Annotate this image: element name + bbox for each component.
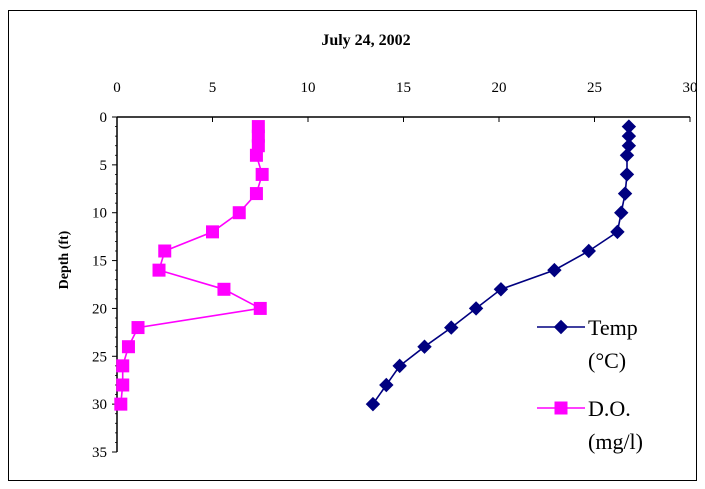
- data-point: [206, 225, 219, 239]
- x-tick-label: 30: [683, 80, 698, 96]
- legend-label: (mg/l): [588, 429, 643, 454]
- y-tick-label: 15: [92, 254, 107, 270]
- legend-label: (°C): [588, 348, 626, 373]
- x-tick-label: 15: [396, 80, 411, 96]
- data-point: [392, 358, 407, 374]
- data-point: [116, 359, 130, 373]
- y-tick-label: 5: [100, 158, 108, 174]
- y-tick-label: 25: [92, 349, 107, 365]
- series-do: [114, 120, 269, 411]
- x-tick-label: 5: [209, 80, 217, 96]
- data-point: [619, 148, 635, 163]
- data-point: [614, 205, 629, 220]
- data-point: [468, 301, 484, 316]
- data-point: [619, 167, 635, 182]
- x-tick-label: 20: [492, 80, 507, 96]
- data-point: [217, 282, 231, 296]
- legend: Temp (°C) D.O. (mg/l): [537, 315, 643, 454]
- data-point: [152, 263, 166, 277]
- data-point: [158, 244, 172, 258]
- data-point: [444, 320, 459, 335]
- x-tick-label: 10: [301, 80, 316, 96]
- y-tick-label: 0: [100, 110, 108, 126]
- data-point: [617, 186, 633, 201]
- data-point: [253, 301, 267, 315]
- data-point: [379, 377, 394, 393]
- data-point: [121, 340, 135, 354]
- data-point: [255, 167, 269, 181]
- chart-title: July 24, 2002: [321, 32, 410, 49]
- legend-entry-temp: Temp (°C): [537, 315, 638, 373]
- series-temp: [365, 119, 637, 412]
- data-point: [249, 187, 263, 201]
- data-point: [114, 397, 128, 411]
- x-tick-label: 25: [587, 80, 602, 96]
- x-tick-label: 0: [113, 80, 121, 96]
- legend-marker: [553, 319, 569, 335]
- data-point: [131, 321, 145, 335]
- axes: 0 5 10 15 20 25 30 0 5 10 15 20 25 30 35: [92, 80, 698, 461]
- y-tick-label: 30: [92, 397, 107, 413]
- legend-label: Temp: [588, 315, 638, 340]
- data-point: [249, 148, 263, 162]
- y-tick-label: 10: [92, 206, 107, 222]
- data-point: [365, 396, 381, 412]
- data-point: [610, 224, 625, 240]
- data-point: [116, 378, 130, 392]
- legend-entry-do: D.O. (mg/l): [537, 396, 643, 454]
- series-layer: [114, 119, 637, 412]
- y-axis-title: Depth (ft): [57, 230, 72, 289]
- data-point: [547, 262, 562, 278]
- series-line: [120, 126, 264, 405]
- data-point: [232, 206, 246, 220]
- y-tick-label: 20: [92, 301, 107, 317]
- legend-marker: [554, 401, 568, 415]
- legend-label: D.O.: [588, 396, 631, 421]
- data-point: [493, 282, 509, 297]
- y-tick-label: 35: [92, 445, 107, 461]
- data-point: [581, 243, 596, 259]
- data-point: [417, 339, 432, 354]
